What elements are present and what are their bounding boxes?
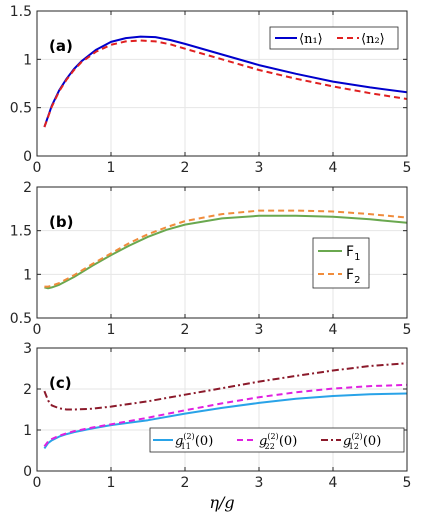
legend-label-subscript: 2 [354,275,360,286]
x-tick-label: 2 [181,322,190,338]
legend-label-subscript: 22 [265,442,275,451]
legend-box [269,26,399,50]
x-tick-label: 5 [403,160,412,176]
legend-label-subscript: 12 [349,442,359,451]
y-tick-label: 0 [23,464,32,480]
axes-box [36,347,408,472]
legend-label-subscript: 11 [181,442,191,451]
x-tick-label: 4 [329,322,338,338]
x-tick-label: 5 [403,322,412,338]
x-tick-label: 3 [255,475,264,491]
series-line-3-3 [43,362,407,411]
y-tick-label: 1 [23,267,32,283]
y-tick-label: 1.5 [10,4,32,20]
chart-panel-2: 0 1 2 3 4 5 0.5 1 1.5 2 (b) [10,180,412,338]
y-tick-label: 2 [23,382,32,398]
y-tick-label: 3 [23,341,32,357]
legend-label: g(2) 11 (0) [175,432,213,451]
y-tick-label: 0 [23,149,32,165]
legend-label-tail: (0) [363,434,381,449]
y-tick-label: 1.5 [10,224,32,240]
y-tick-label: 2 [23,180,32,196]
legend-label: F1 [346,244,360,263]
legend-label-main: g [259,434,267,449]
legend-box [149,427,405,453]
x-tick-label: 4 [329,160,338,176]
axes-box [36,10,408,157]
y-tick-label: 1 [23,423,32,439]
series-line-3-1 [43,392,407,449]
x-tick-label: 0 [33,322,42,338]
legend-a: ⟨n₁⟩ ⟨n₂⟩ [269,26,399,50]
chart-panel-1: 0 1 2 3 4 5 0 0.5 1 1.5 (a) [10,4,412,176]
x-tick-label: 2 [181,160,190,176]
axes-box [36,186,408,319]
panel-label: (a) [49,37,73,55]
x-tick-label: 1 [107,475,116,491]
legend-label-main: F [346,267,354,283]
legend-box [312,237,370,289]
x-tick-label: 0 [33,160,42,176]
x-tick-label: 1 [107,160,116,176]
x-tick-label: 4 [329,475,338,491]
series-line-1-2 [43,39,407,128]
legend-c: g(2) 11 (0) g(2) 22 (0) g(2) 12 (0) [149,427,405,453]
legend-label: g(2) 22 (0) [259,432,297,451]
y-tick-label: 0.5 [10,101,32,117]
legend-label-subscript: 1 [354,252,360,263]
series-line-2-1 [44,214,407,290]
x-tick-label: 3 [255,160,264,176]
legend-label-main: g [343,434,351,449]
legend-label-main: g [175,434,183,449]
legend-label-superscript: (2) [351,432,362,441]
legend-label-superscript: (2) [183,432,194,441]
legend-label-tail: (0) [195,434,213,449]
x-tick-label: 5 [403,475,412,491]
series-line-3-2 [43,383,407,448]
series-line-2-2 [44,209,407,288]
x-axis-label: η/g [209,493,234,512]
legend-label-main: F [346,244,354,260]
y-tick-label: 1 [23,52,32,68]
panel-label: (b) [49,213,73,231]
series-line-1-1 [43,35,407,128]
x-tick-label: 1 [107,322,116,338]
x-tick-label: 2 [181,475,190,491]
x-tick-label: 3 [255,322,264,338]
y-tick-label: 0.5 [10,311,32,327]
legend-label: g(2) 12 (0) [343,432,381,451]
x-tick-label: 0 [33,475,42,491]
legend-label-tail: (0) [279,434,297,449]
legend-label: ⟨n₂⟩ [361,32,385,47]
legend-label-superscript: (2) [267,432,278,441]
panel-label: (c) [49,374,72,392]
legend-label: F2 [346,267,360,286]
legend-label: ⟨n₁⟩ [299,32,323,47]
